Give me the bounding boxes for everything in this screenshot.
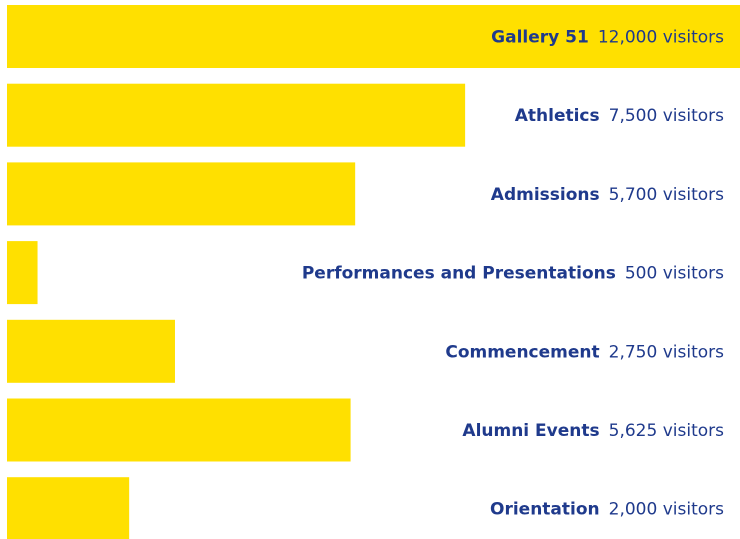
value-label: 7,500 visitors bbox=[609, 106, 724, 126]
category-label: Alumni Events bbox=[462, 421, 599, 441]
bar bbox=[7, 83, 466, 147]
bar-label: Athletics 7,500 visitors bbox=[515, 106, 724, 126]
bar-label: Alumni Events 5,625 visitors bbox=[462, 421, 724, 441]
category-label: Commencement bbox=[445, 342, 599, 362]
bar-label: Orientation 2,000 visitors bbox=[490, 500, 724, 520]
bar bbox=[7, 162, 356, 226]
value-label: 12,000 visitors bbox=[598, 28, 724, 48]
bar bbox=[7, 5, 740, 68]
value-label: 500 visitors bbox=[625, 264, 724, 284]
value-label: 2,000 visitors bbox=[609, 500, 724, 520]
category-label: Performances and Presentations bbox=[302, 264, 616, 284]
bar bbox=[7, 319, 175, 383]
bar-label: Performances and Presentations 500 visito… bbox=[302, 264, 724, 284]
bar-label: Gallery 51 12,000 visitors bbox=[491, 28, 724, 48]
bar bbox=[7, 398, 351, 462]
category-label: Orientation bbox=[490, 500, 600, 520]
category-label: Gallery 51 bbox=[491, 28, 589, 48]
value-label: 5,625 visitors bbox=[609, 421, 724, 441]
bar-label: Admissions 5,700 visitors bbox=[491, 185, 724, 205]
bar-label: Commencement 2,750 visitors bbox=[445, 342, 724, 362]
category-label: Athletics bbox=[515, 106, 600, 126]
bar bbox=[7, 477, 130, 539]
bar bbox=[7, 241, 38, 305]
value-label: 5,700 visitors bbox=[609, 185, 724, 205]
category-label: Admissions bbox=[491, 185, 600, 205]
value-label: 2,750 visitors bbox=[609, 342, 724, 362]
